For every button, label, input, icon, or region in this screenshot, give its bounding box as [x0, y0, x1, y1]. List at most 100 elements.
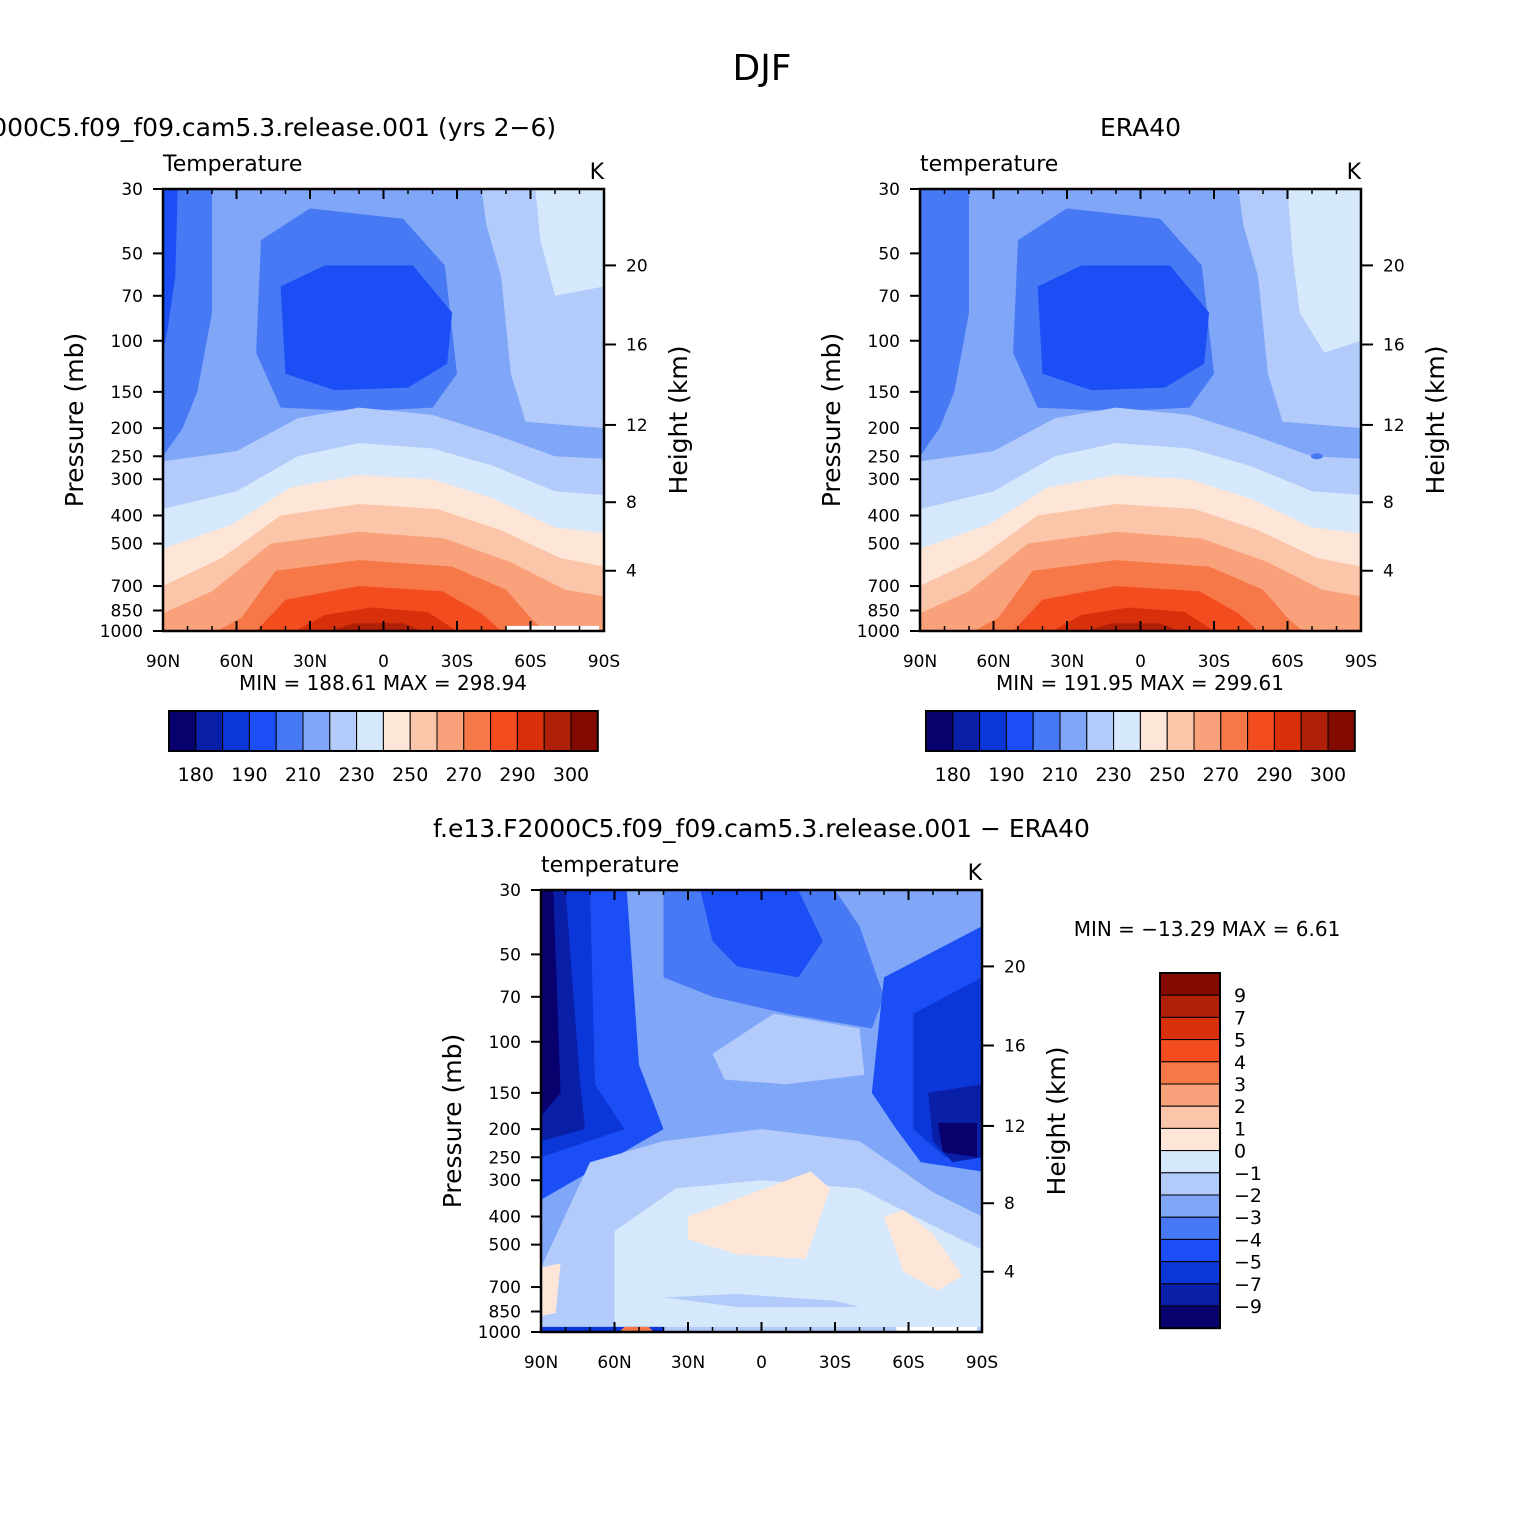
colorbar-label: −3 — [1234, 1207, 1262, 1229]
colorbar-cell — [463, 710, 492, 752]
x-tick-label: 90S — [966, 1353, 998, 1373]
colorbar-cell — [1159, 1194, 1221, 1218]
colorbar-cell — [195, 710, 224, 752]
y-tick-label: 200 — [868, 419, 900, 439]
y-tick-label: 250 — [489, 1148, 521, 1168]
contour-fill — [280, 265, 453, 391]
colorbar-label: 300 — [553, 764, 589, 786]
y-tick-label: 150 — [489, 1084, 521, 1104]
panel-title: ERA40 — [1100, 113, 1181, 142]
colorbar-label: 290 — [1256, 764, 1292, 786]
y-tick-label: 300 — [868, 470, 900, 490]
colorbar-cell — [1273, 710, 1302, 752]
colorbar-label: 270 — [1203, 764, 1239, 786]
contour-fill — [163, 189, 178, 353]
y2-tick-label: 4 — [1383, 562, 1394, 582]
y-tick-label: 1000 — [478, 1323, 521, 1343]
contour-fill — [663, 1294, 860, 1307]
colorbar-cell — [1159, 1283, 1221, 1307]
y2-tick-label: 8 — [1383, 493, 1394, 513]
y2-axis-title: Height (km) — [1421, 346, 1450, 495]
min-max-text: MIN = −13.29 MAX = 6.61 — [1074, 917, 1341, 941]
x-tick-label: 60N — [597, 1353, 631, 1373]
y-tick-label: 100 — [111, 332, 143, 352]
contour-fill — [541, 890, 561, 1116]
y-tick-label: 70 — [878, 287, 900, 307]
y-tick-label: 1000 — [100, 622, 143, 642]
colorbar-label: 5 — [1234, 1030, 1246, 1052]
colorbar-cell — [168, 710, 197, 752]
colorbar-cell — [952, 710, 981, 752]
colorbar-cell — [1159, 1016, 1221, 1041]
colorbar-cell — [1220, 710, 1249, 752]
contour-fill — [937, 1122, 978, 1158]
colorbar-cell — [1159, 1083, 1221, 1107]
x-tick-label: 90N — [146, 652, 180, 672]
colorbar-cell — [302, 710, 331, 752]
y-tick-label: 300 — [489, 1171, 521, 1191]
colorbar-label: 190 — [988, 764, 1024, 786]
colorbar-label: 250 — [392, 764, 428, 786]
colorbar-label: −4 — [1234, 1229, 1262, 1251]
y-axis-title: Pressure (mb) — [60, 333, 89, 507]
colorbar-cell — [1166, 710, 1195, 752]
colorbar-cell — [409, 710, 438, 752]
colorbar-label: −1 — [1234, 1163, 1262, 1185]
colorbar-label: 250 — [1149, 764, 1185, 786]
colorbar-cell — [979, 710, 1007, 752]
colorbar-cell — [1193, 710, 1222, 752]
y-tick-label: 400 — [111, 507, 143, 527]
x-tick-label: 30S — [1198, 652, 1230, 672]
colorbar-cell — [570, 710, 599, 752]
contour-fill-surface — [619, 1326, 654, 1332]
colorbar-cell — [1247, 710, 1275, 752]
colorbar-cell — [1159, 1216, 1221, 1240]
variable-label: Temperature — [162, 152, 302, 177]
colorbar-cell — [516, 710, 545, 752]
y-tick-label: 70 — [121, 287, 143, 307]
units-label: K — [968, 861, 983, 886]
colorbar-cell — [1159, 1172, 1221, 1196]
y-tick-label: 850 — [111, 602, 143, 622]
colorbar-cell — [1086, 710, 1115, 752]
colorbar-label: 4 — [1234, 1052, 1246, 1074]
y-tick-label: 100 — [489, 1033, 521, 1053]
y-tick-label: 400 — [489, 1208, 521, 1228]
units-label: K — [1347, 160, 1362, 185]
y2-tick-label: 12 — [1383, 416, 1405, 436]
colorbar-label: 9 — [1234, 985, 1246, 1007]
y2-tick-label: 16 — [1383, 335, 1405, 355]
y-tick-label: 1000 — [857, 622, 900, 642]
colorbar-cell — [1159, 1105, 1221, 1129]
colorbar-label: 3 — [1234, 1074, 1246, 1096]
contour-fill — [1287, 189, 1361, 353]
y2-tick-label: 20 — [626, 256, 648, 276]
x-tick-label: 30S — [819, 1353, 851, 1373]
contour-fill — [295, 607, 457, 631]
y2-tick-label: 12 — [1004, 1117, 1026, 1137]
x-tick-label: 90S — [1345, 652, 1377, 672]
colorbar-label: −2 — [1234, 1185, 1262, 1207]
y2-tick-label: 12 — [626, 416, 648, 436]
colorbar-cell — [275, 710, 304, 752]
y-tick-label: 700 — [868, 577, 900, 597]
colorbar-label: −5 — [1234, 1252, 1262, 1274]
panel-3: f.e13.F2000C5.f09_f09.cam5.3.release.001… — [433, 814, 1340, 1373]
x-tick-label: 90S — [588, 652, 620, 672]
colorbar-frame — [1159, 972, 1221, 1330]
colorbar-cell — [1059, 710, 1088, 752]
x-tick-label: 30N — [671, 1353, 705, 1373]
colorbar-cell — [1159, 1061, 1221, 1085]
y-tick-label: 250 — [868, 447, 900, 467]
y-tick-label: 300 — [111, 470, 143, 490]
x-tick-label: 0 — [756, 1353, 767, 1373]
y-tick-label: 30 — [499, 881, 521, 901]
y2-tick-label: 20 — [1383, 256, 1405, 276]
y-tick-label: 700 — [489, 1278, 521, 1298]
colorbar-label: 290 — [499, 764, 535, 786]
contour-fill — [920, 189, 969, 457]
colorbar-cell — [382, 710, 411, 752]
colorbar-cell — [1159, 972, 1221, 996]
